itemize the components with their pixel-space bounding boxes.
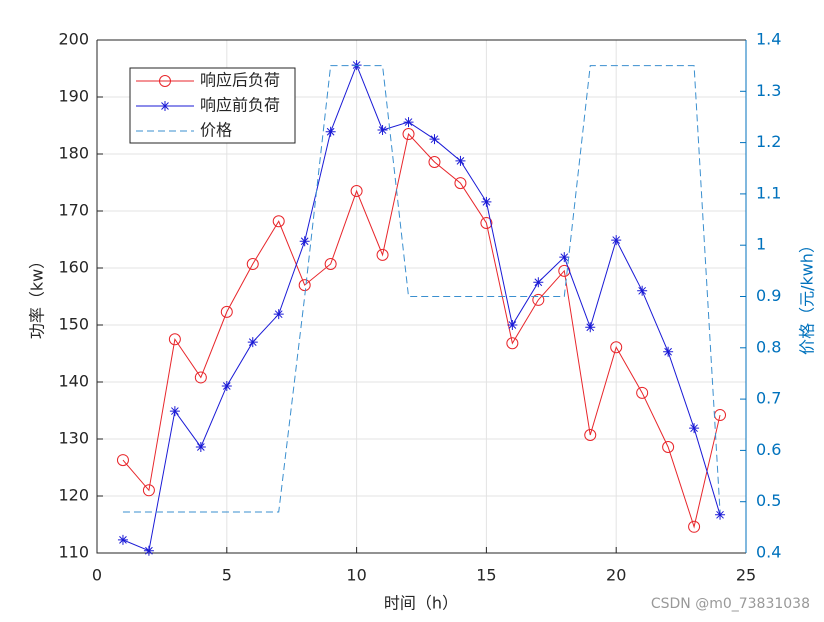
marker xyxy=(507,320,518,330)
marker xyxy=(377,125,388,136)
marker xyxy=(455,155,466,166)
marker xyxy=(351,60,362,71)
y-tick-label: 200 xyxy=(58,30,89,49)
marker xyxy=(454,177,467,190)
marker xyxy=(246,258,259,271)
y2-tick-label: 0.9 xyxy=(756,286,781,305)
marker xyxy=(480,216,493,229)
marker xyxy=(610,341,623,354)
marker xyxy=(402,128,415,141)
x-tick-label: 0 xyxy=(92,566,102,585)
series-line xyxy=(122,133,721,529)
marker xyxy=(247,337,258,348)
marker xyxy=(481,196,492,207)
marker xyxy=(611,235,622,246)
series-line xyxy=(122,65,721,513)
marker xyxy=(160,101,170,111)
y2-tick-label: 1.3 xyxy=(756,81,781,100)
legend-label: 价格 xyxy=(200,121,232,140)
y-tick-label: 140 xyxy=(58,372,89,391)
marker xyxy=(403,117,414,128)
y-tick-label: 170 xyxy=(58,201,89,220)
marker xyxy=(533,277,544,288)
marker xyxy=(584,429,597,442)
marker xyxy=(194,371,207,384)
y2-tick-label: 1 xyxy=(756,235,766,254)
y-tick-label: 130 xyxy=(58,429,89,448)
x-tick-label: 20 xyxy=(606,566,626,585)
marker xyxy=(116,454,129,467)
x-axis-title: 时间（h） xyxy=(384,594,458,613)
marker xyxy=(168,333,181,346)
marker xyxy=(299,236,310,247)
y2-axis-title: 价格（元/kwh） xyxy=(798,237,817,355)
marker xyxy=(637,285,648,296)
marker xyxy=(324,258,337,271)
marker xyxy=(195,441,206,452)
x-tick-label: 15 xyxy=(476,566,496,585)
y2-tick-label: 1.1 xyxy=(756,183,781,202)
marker xyxy=(143,545,154,556)
marker xyxy=(532,293,545,306)
axes-box xyxy=(96,39,746,554)
y2-tick-label: 0.7 xyxy=(756,389,781,408)
y2-tick-label: 0.8 xyxy=(756,337,781,356)
marker xyxy=(159,75,171,87)
marker xyxy=(142,484,155,497)
y2-tick-label: 1.2 xyxy=(756,132,781,151)
y-tick-label: 110 xyxy=(58,543,89,562)
marker xyxy=(429,134,440,145)
marker xyxy=(376,248,389,261)
marker xyxy=(636,386,649,399)
legend-label: 响应后负荷 xyxy=(200,71,280,90)
marker xyxy=(298,279,311,292)
y-axis-title: 功率（kw） xyxy=(28,253,47,339)
y-tick-label: 120 xyxy=(58,486,89,505)
marker xyxy=(662,440,675,453)
y2-tick-label: 0.4 xyxy=(756,543,781,562)
y-tick-label: 150 xyxy=(58,315,89,334)
marker xyxy=(325,126,336,137)
marker xyxy=(506,337,519,350)
marker xyxy=(585,322,596,333)
y2-tick-label: 0.6 xyxy=(756,440,781,459)
marker xyxy=(220,305,233,318)
marker xyxy=(169,406,180,417)
marker xyxy=(117,534,128,545)
legend-label: 响应前负荷 xyxy=(200,96,280,115)
marker xyxy=(272,215,285,228)
marker xyxy=(350,185,363,198)
marker xyxy=(428,155,441,168)
series-line xyxy=(122,63,721,552)
marker xyxy=(221,380,232,391)
watermark: CSDN @m0_73831038 xyxy=(651,596,810,612)
marker xyxy=(715,509,726,520)
y-tick-label: 160 xyxy=(58,258,89,277)
marker xyxy=(689,423,700,434)
y-tick-label: 180 xyxy=(58,144,89,163)
y-tick-label: 190 xyxy=(58,87,89,106)
marker xyxy=(273,309,284,320)
x-tick-label: 10 xyxy=(346,566,366,585)
y2-tick-label: 0.5 xyxy=(756,491,781,510)
marker xyxy=(688,520,701,533)
x-tick-label: 5 xyxy=(222,566,232,585)
x-tick-label: 25 xyxy=(736,566,756,585)
marker xyxy=(663,346,674,357)
y2-tick-label: 1.4 xyxy=(756,30,781,49)
marker xyxy=(559,252,570,263)
